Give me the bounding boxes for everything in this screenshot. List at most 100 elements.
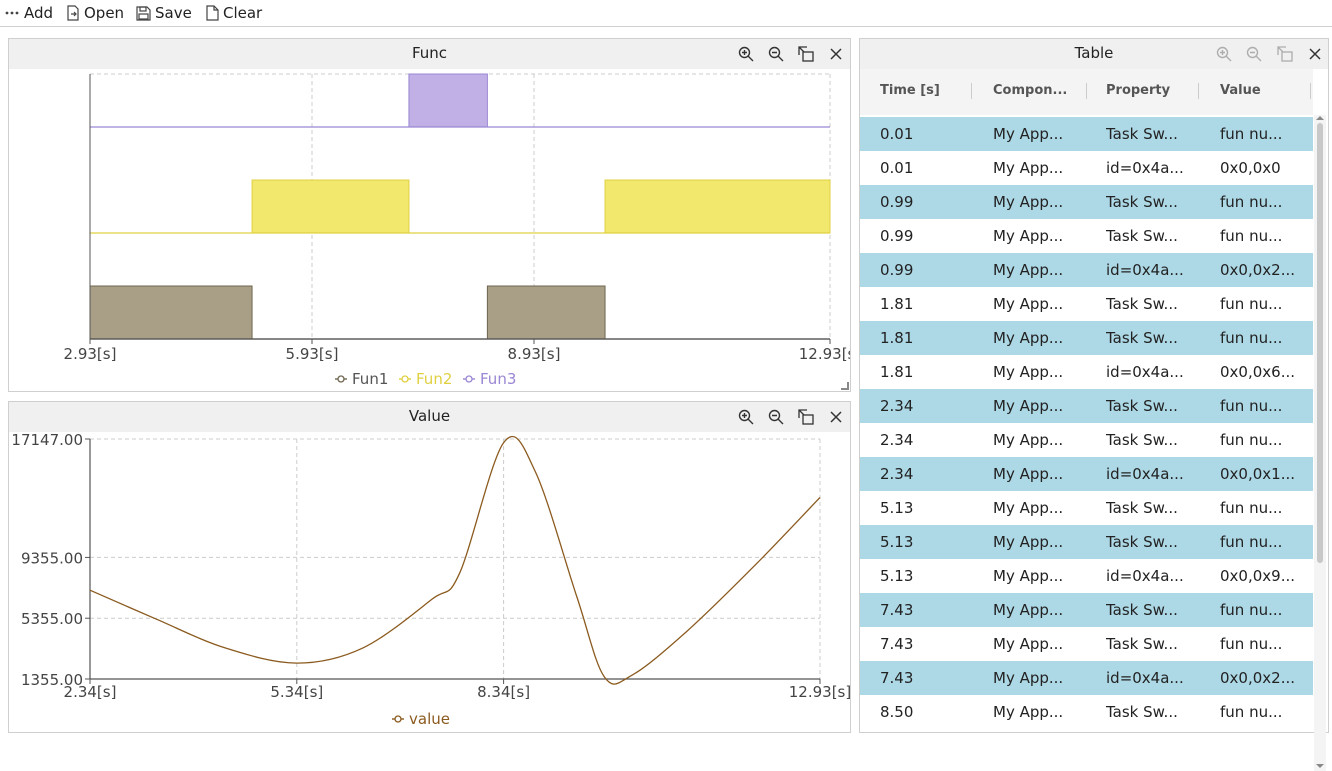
value-undock-button[interactable] (797, 408, 815, 426)
value-zoom-in-button[interactable] (737, 408, 755, 426)
table-zoom-out-button[interactable] (1245, 45, 1263, 63)
table-row[interactable]: 0.01 My App... id=0x4a... 0x0,0x0 (860, 151, 1313, 185)
value-y-tick-label: 1355.00 (21, 671, 83, 689)
func-bar-fun1 (486, 285, 606, 340)
close-icon (830, 48, 842, 60)
table-row[interactable]: 5.13 My App... Task Sw... fun nu... (860, 491, 1313, 525)
value-y-tick-label: 17147.00 (11, 431, 83, 449)
table-undock-button[interactable] (1276, 45, 1294, 63)
value-panel: Value 2.34[s] 5.34[s] 8.34[s] 12.93[s] 17147… (8, 401, 851, 733)
table-row[interactable]: 7.43 My App... id=0x4a... 0x0,0x2... (860, 661, 1313, 695)
table-cell: My App... (993, 193, 1064, 211)
table-row[interactable]: 1.81 My App... Task Sw... fun nu... (860, 321, 1313, 355)
func-chart: 2.93[s] 5.93[s] 8.93[s] 12.93[s] Fun1 Fun2 Fu… (64, 73, 850, 388)
open-file-icon (67, 5, 79, 21)
table-cell: 0.01 (880, 159, 914, 177)
table-cell: 1.81 (880, 329, 914, 347)
table-row[interactable]: 1.81 My App... id=0x4a... 0x0,0x6... (860, 355, 1313, 389)
table-row[interactable]: 5.13 My App... Task Sw... fun nu... (860, 525, 1313, 559)
table-row[interactable]: 2.34 My App... Task Sw... fun nu... (860, 423, 1313, 457)
table-row[interactable]: 5.13 My App... id=0x4a... 0x0,0x9... (860, 559, 1313, 593)
func-x-tick-label: 2.93[s] (64, 345, 117, 363)
column-header-property[interactable]: Property (1106, 83, 1171, 98)
table-cell: id=0x4a... (1106, 567, 1184, 585)
func-resize-grip[interactable] (841, 382, 849, 390)
toolbar: Add Open Save Clear (0, 0, 1332, 27)
table-cell: My App... (993, 567, 1064, 585)
table-row[interactable]: 1.81 My App... Task Sw... fun nu... (860, 287, 1313, 321)
table-cell: Task Sw... (1106, 295, 1178, 313)
func-zoom-out-button[interactable] (767, 45, 785, 63)
table-close-button[interactable] (1306, 45, 1324, 63)
scrollbar-thumb[interactable] (1317, 123, 1323, 563)
table-header: Time [s] Compon... Property Value (860, 69, 1313, 115)
undock-icon (798, 409, 814, 425)
new-file-icon (206, 5, 219, 21)
scroll-up-icon[interactable] (1316, 115, 1324, 121)
func-close-button[interactable] (827, 45, 845, 63)
table-row[interactable]: 7.43 My App... Task Sw... fun nu... (860, 593, 1313, 627)
table-row[interactable]: 2.34 My App... id=0x4a... 0x0,0x1... (860, 457, 1313, 491)
column-divider[interactable] (1310, 83, 1311, 99)
column-divider[interactable] (1086, 83, 1087, 99)
column-header-component[interactable]: Compon... (993, 83, 1068, 98)
table-row[interactable]: 0.99 My App... Task Sw... fun nu... (860, 219, 1313, 253)
value-x-tick-label: 2.34[s] (64, 683, 117, 701)
func-x-tick-label: 12.93[s] (799, 345, 850, 363)
table-cell: fun nu... (1220, 431, 1283, 449)
table-cell: My App... (993, 329, 1064, 347)
add-label: Add (24, 4, 54, 22)
scroll-down-icon[interactable] (1316, 763, 1324, 769)
column-header-time[interactable]: Time [s] (880, 83, 940, 98)
table-cell: fun nu... (1220, 499, 1283, 517)
table-cell: My App... (993, 431, 1064, 449)
close-icon (1309, 48, 1321, 60)
zoom-out-icon (768, 46, 784, 62)
table-cell: My App... (993, 669, 1064, 687)
table-zoom-in-button[interactable] (1215, 45, 1233, 63)
save-icon (136, 5, 151, 21)
legend-marker-dot (401, 375, 409, 383)
table-row[interactable]: 0.99 My App... id=0x4a... 0x0,0x2... (860, 253, 1313, 287)
table-row[interactable]: 2.34 My App... Task Sw... fun nu... (860, 389, 1313, 423)
table-row[interactable]: 0.01 My App... Task Sw... fun nu... (860, 117, 1313, 151)
column-divider[interactable] (1198, 83, 1199, 99)
table-cell: 7.43 (880, 601, 914, 619)
table-cell: 0x0,0x0 (1220, 159, 1281, 177)
table-cell: 0.01 (880, 125, 914, 143)
table-cell: fun nu... (1220, 703, 1283, 721)
save-button[interactable]: Save (136, 3, 192, 23)
table-cell: 0x0,0x1... (1220, 465, 1295, 483)
func-zoom-in-button[interactable] (737, 45, 755, 63)
table-cell: My App... (993, 125, 1064, 143)
clear-button[interactable]: Clear (206, 3, 262, 23)
table-cell: My App... (993, 159, 1064, 177)
table-row[interactable]: 8.50 My App... Task Sw... fun nu... (860, 695, 1313, 729)
table-cell: fun nu... (1220, 227, 1283, 245)
value-close-button[interactable] (827, 408, 845, 426)
table-cell: 0x0,0x2... (1220, 261, 1295, 279)
column-divider[interactable] (971, 83, 972, 99)
table-row[interactable]: 7.43 My App... Task Sw... fun nu... (860, 627, 1313, 661)
table-cell: 7.43 (880, 669, 914, 687)
table-body: 0.01 My App... Task Sw... fun nu... 0.01 My A… (860, 117, 1313, 771)
value-y-tick-label: 5355.00 (21, 610, 83, 628)
table-cell: fun nu... (1220, 193, 1283, 211)
column-header-value[interactable]: Value (1220, 83, 1261, 98)
open-button[interactable]: Open (66, 3, 124, 23)
table-cell: 7.43 (880, 635, 914, 653)
add-button[interactable]: Add (4, 3, 53, 23)
table-cell: Task Sw... (1106, 227, 1178, 245)
table-cell: fun nu... (1220, 295, 1283, 313)
table-cell: Task Sw... (1106, 397, 1178, 415)
func-undock-button[interactable] (797, 45, 815, 63)
zoom-out-icon (1246, 46, 1262, 62)
table-cell: Task Sw... (1106, 499, 1178, 517)
table-row[interactable]: 0.99 My App... Task Sw... fun nu... (860, 185, 1313, 219)
table-cell: 2.34 (880, 397, 914, 415)
value-x-tick-label: 8.34[s] (477, 683, 530, 701)
func-panel: Func 2.93[s] 5.93[s] 8.93[s] 12.93[s] Fun1 F… (8, 38, 851, 392)
value-zoom-out-button[interactable] (767, 408, 785, 426)
table-scrollbar[interactable] (1314, 115, 1326, 771)
table-cell: My App... (993, 601, 1064, 619)
